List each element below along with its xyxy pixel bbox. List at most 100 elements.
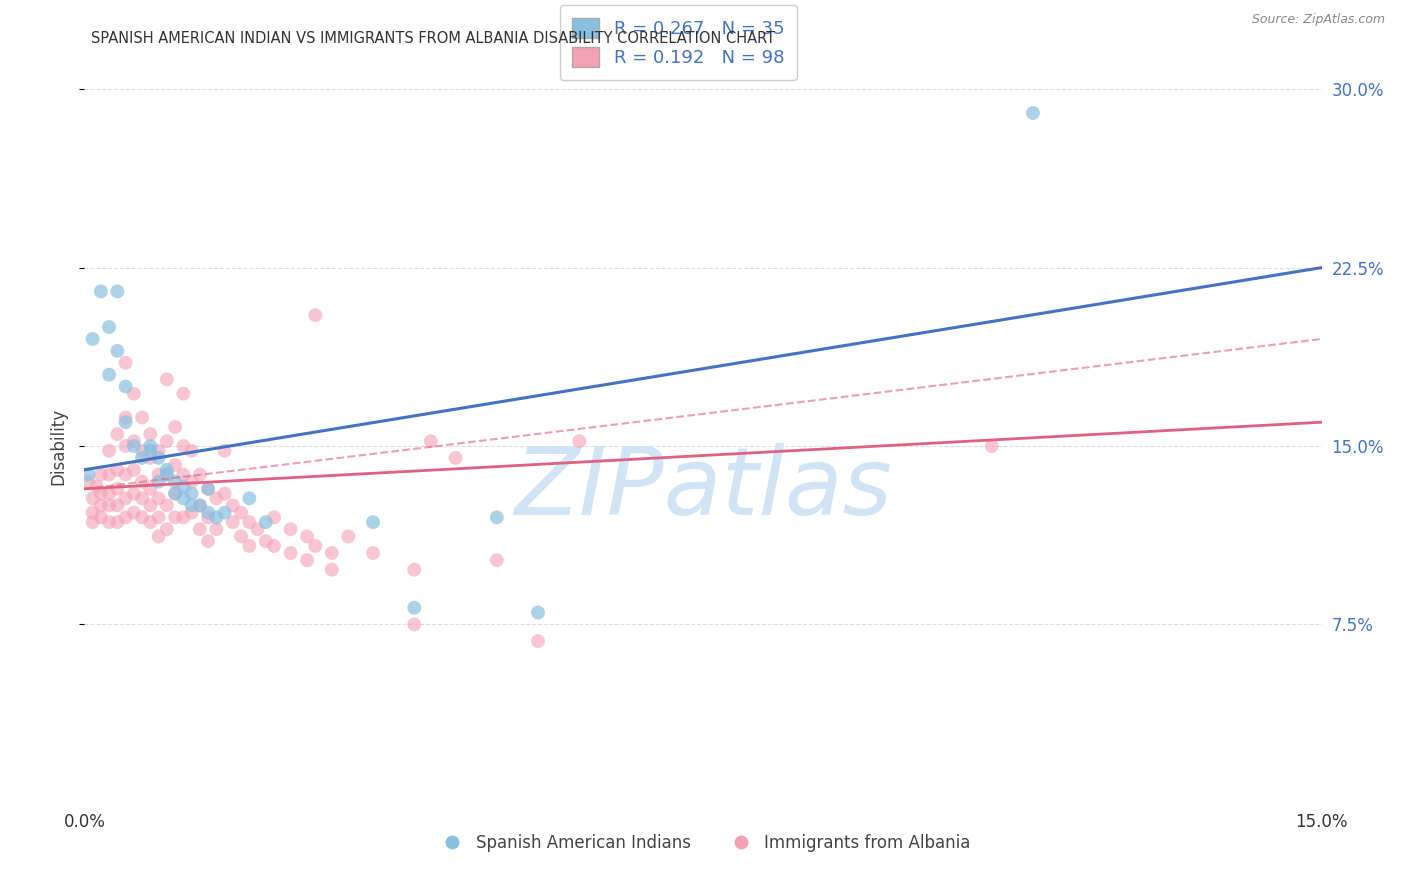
Point xyxy=(197,534,219,549)
Point xyxy=(156,372,179,386)
Point xyxy=(114,510,136,524)
Point xyxy=(165,458,187,472)
Point xyxy=(280,546,302,560)
Point xyxy=(148,467,170,482)
Point xyxy=(131,410,153,425)
Point xyxy=(1022,106,1045,120)
Point xyxy=(222,499,245,513)
Point xyxy=(156,467,179,482)
Point xyxy=(197,482,219,496)
Point xyxy=(77,475,100,489)
Point xyxy=(238,539,260,553)
Point xyxy=(172,510,194,524)
Point xyxy=(156,463,179,477)
Point xyxy=(114,491,136,506)
Point xyxy=(156,434,179,449)
Point xyxy=(188,499,211,513)
Point xyxy=(148,450,170,465)
Point xyxy=(214,506,236,520)
Point xyxy=(105,482,128,496)
Point xyxy=(114,467,136,482)
Point xyxy=(165,510,187,524)
Point xyxy=(229,529,252,543)
Point xyxy=(404,617,426,632)
Point xyxy=(122,506,145,520)
Point xyxy=(114,410,136,425)
Point xyxy=(148,443,170,458)
Point xyxy=(131,450,153,465)
Point xyxy=(337,529,360,543)
Point xyxy=(90,285,112,299)
Point xyxy=(105,427,128,442)
Point xyxy=(139,482,162,496)
Point xyxy=(122,386,145,401)
Point xyxy=(82,515,104,529)
Point xyxy=(229,506,252,520)
Point xyxy=(77,467,100,482)
Point xyxy=(172,491,194,506)
Text: Source: ZipAtlas.com: Source: ZipAtlas.com xyxy=(1251,13,1385,27)
Point xyxy=(86,479,108,493)
Point xyxy=(197,482,219,496)
Point xyxy=(165,420,187,434)
Point xyxy=(214,443,236,458)
Point xyxy=(148,529,170,543)
Point xyxy=(122,439,145,453)
Point xyxy=(304,308,326,322)
Point xyxy=(172,386,194,401)
Point xyxy=(156,522,179,536)
Point xyxy=(263,510,285,524)
Point xyxy=(165,475,187,489)
Point xyxy=(172,479,194,493)
Point xyxy=(131,491,153,506)
Point xyxy=(980,439,1002,453)
Point xyxy=(205,491,228,506)
Point xyxy=(180,443,202,458)
Point xyxy=(222,515,245,529)
Point xyxy=(139,427,162,442)
Point xyxy=(197,506,219,520)
Point xyxy=(172,439,194,453)
Point xyxy=(527,634,550,648)
Point xyxy=(205,522,228,536)
Point xyxy=(114,356,136,370)
Legend: Spanish American Indians, Immigrants from Albania: Spanish American Indians, Immigrants fro… xyxy=(429,828,977,859)
Point xyxy=(105,463,128,477)
Point xyxy=(98,499,121,513)
Point xyxy=(165,486,187,500)
Y-axis label: Disability: Disability xyxy=(49,408,67,484)
Point xyxy=(180,486,202,500)
Point xyxy=(139,499,162,513)
Text: ZIPatlas: ZIPatlas xyxy=(515,443,891,534)
Point xyxy=(90,467,112,482)
Point xyxy=(295,553,318,567)
Point xyxy=(139,439,162,453)
Point xyxy=(188,467,211,482)
Point xyxy=(98,515,121,529)
Point xyxy=(114,439,136,453)
Point xyxy=(139,515,162,529)
Point xyxy=(131,510,153,524)
Point xyxy=(165,486,187,500)
Point xyxy=(82,332,104,346)
Point xyxy=(98,368,121,382)
Point xyxy=(180,475,202,489)
Point xyxy=(98,486,121,500)
Point xyxy=(156,499,179,513)
Point xyxy=(90,499,112,513)
Point xyxy=(131,475,153,489)
Point xyxy=(180,506,202,520)
Point xyxy=(321,563,343,577)
Point xyxy=(205,510,228,524)
Point xyxy=(114,379,136,393)
Point xyxy=(90,510,112,524)
Point xyxy=(419,434,441,449)
Point xyxy=(444,450,467,465)
Point xyxy=(361,546,384,560)
Text: SPANISH AMERICAN INDIAN VS IMMIGRANTS FROM ALBANIA DISABILITY CORRELATION CHART: SPANISH AMERICAN INDIAN VS IMMIGRANTS FR… xyxy=(91,31,776,46)
Point xyxy=(148,510,170,524)
Point xyxy=(131,443,153,458)
Point xyxy=(188,499,211,513)
Point xyxy=(568,434,591,449)
Point xyxy=(180,499,202,513)
